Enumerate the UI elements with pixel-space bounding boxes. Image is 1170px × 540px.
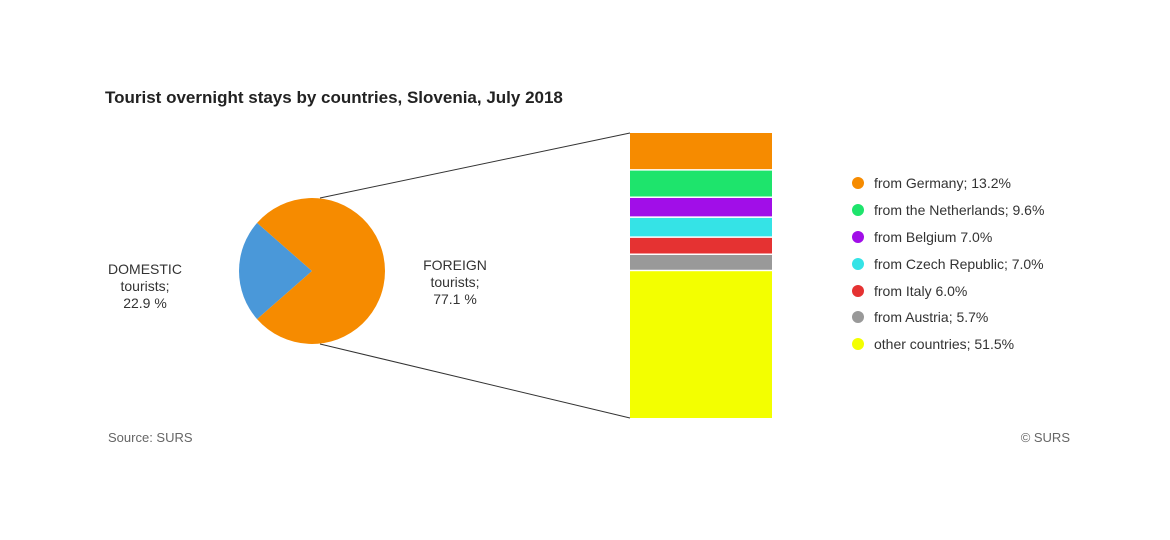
bar-segment-5 [630,254,772,272]
bar-segment-1 [630,170,772,198]
legend-marker-icon [852,257,864,270]
legend: from Germany; 13.2% from the Netherlands;… [852,170,1044,358]
domestic-label-line-2: tourists; [120,278,170,294]
legend-label: from Czech Republic; 7.0% [874,255,1044,272]
bar-segment-3 [630,217,772,238]
legend-item: from the Netherlands; 9.6% [852,197,1044,224]
legend-label: from Belgium 7.0% [874,228,993,245]
pie-slice-domestic [239,222,312,320]
foreign-label: FOREIGN tourists; 77.1 % [405,257,505,308]
connector-line-bottom [319,343,631,419]
legend-label: from Italy 6.0% [874,282,968,299]
copyright-note: © SURS [1020,430,1070,445]
legend-item: from Belgium 7.0% [852,224,1044,251]
foreign-label-line-2: tourists; [430,274,480,290]
foreign-label-line-1: FOREIGN [423,257,487,273]
legend-label: from the Netherlands; 9.6% [874,202,1045,219]
legend-item: from Czech Republic; 7.0% [852,250,1044,277]
legend-item: from Germany; 13.2% [852,170,1044,197]
pie-slice-foreign [257,198,386,345]
source-note: Source: SURS [108,430,193,445]
bar-segment-6 [630,271,772,418]
domestic-label-line-3: 22.9 % [123,295,167,311]
bar-segment-0 [630,133,772,171]
legend-item: from Austria; 5.7% [852,304,1044,331]
legend-marker-icon [852,177,864,190]
legend-label: from Austria; 5.7% [874,309,989,326]
legend-marker-icon [852,338,864,351]
domestic-label-line-1: DOMESTIC [108,261,182,277]
legend-marker-icon [852,204,864,217]
legend-marker-icon [852,284,864,297]
chart-title: Tourist overnight stays by countries, Sl… [105,88,563,107]
foreign-label-line-3: 77.1 % [433,291,477,307]
legend-item: other countries; 51.5% [852,331,1044,358]
legend-label: from Germany; 13.2% [874,175,1011,192]
legend-marker-icon [852,230,864,243]
domestic-label: DOMESTIC tourists; 22.9 % [95,261,195,312]
bar-segment-2 [630,197,772,218]
legend-label: other countries; 51.5% [874,336,1015,353]
connector-line-top [319,132,631,199]
legend-item: from Italy 6.0% [852,277,1044,304]
bar-segment-4 [630,237,772,255]
legend-marker-icon [852,311,864,324]
